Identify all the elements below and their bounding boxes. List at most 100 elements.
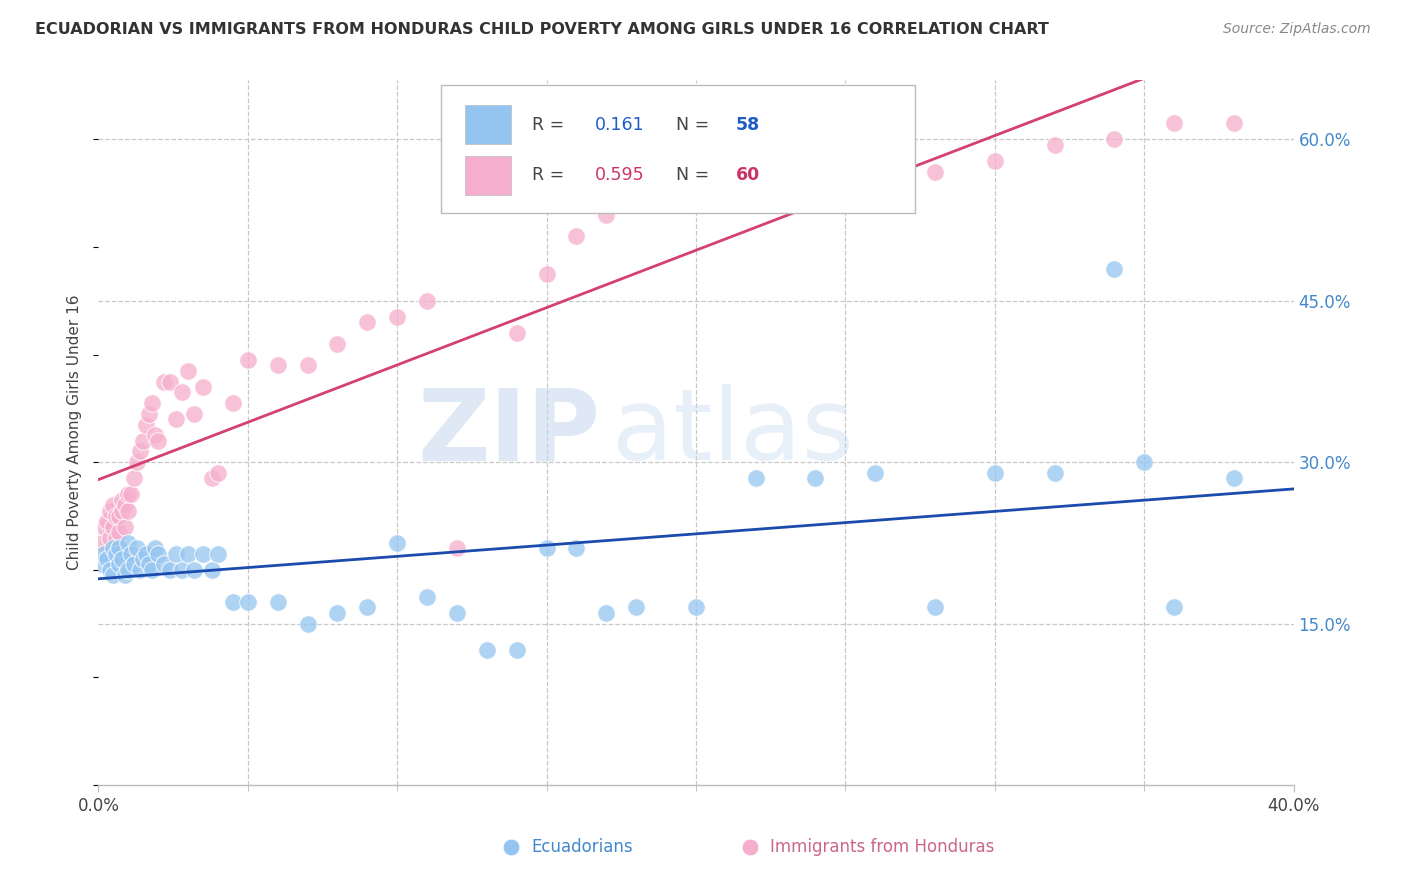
Point bbox=[536, 267, 558, 281]
Point bbox=[96, 552, 118, 566]
Point bbox=[536, 541, 558, 556]
Point bbox=[129, 563, 152, 577]
Point bbox=[297, 616, 319, 631]
Point bbox=[105, 547, 128, 561]
Text: Immigrants from Honduras: Immigrants from Honduras bbox=[770, 838, 994, 856]
Point bbox=[138, 407, 160, 421]
Point bbox=[165, 412, 187, 426]
Point bbox=[103, 498, 125, 512]
Point bbox=[111, 492, 134, 507]
Point bbox=[236, 595, 259, 609]
Point bbox=[103, 520, 125, 534]
Point bbox=[114, 520, 136, 534]
Point bbox=[356, 315, 378, 329]
Text: 58: 58 bbox=[735, 116, 759, 134]
Point bbox=[98, 531, 122, 545]
Point bbox=[595, 208, 617, 222]
Point bbox=[159, 563, 181, 577]
Point bbox=[148, 434, 170, 448]
Point bbox=[984, 466, 1007, 480]
Point bbox=[153, 558, 176, 572]
Point bbox=[207, 547, 229, 561]
Point bbox=[984, 153, 1007, 168]
Point bbox=[117, 536, 139, 550]
Point bbox=[446, 541, 468, 556]
Point bbox=[96, 515, 118, 529]
Text: 0.595: 0.595 bbox=[595, 167, 644, 185]
Point bbox=[565, 541, 588, 556]
Point bbox=[506, 643, 529, 657]
Point bbox=[745, 181, 768, 195]
Point bbox=[745, 471, 768, 485]
Point bbox=[114, 568, 136, 582]
Text: R =: R = bbox=[533, 167, 564, 185]
Text: N =: N = bbox=[676, 167, 709, 185]
Point bbox=[141, 563, 163, 577]
Point bbox=[138, 558, 160, 572]
Point bbox=[201, 563, 224, 577]
Point bbox=[1104, 261, 1126, 276]
Point bbox=[108, 558, 131, 572]
Point bbox=[90, 558, 112, 572]
Point bbox=[222, 396, 245, 410]
Text: ZIP: ZIP bbox=[418, 384, 600, 481]
Point bbox=[1133, 455, 1156, 469]
Point bbox=[1043, 466, 1066, 480]
Point bbox=[111, 552, 134, 566]
Point bbox=[153, 375, 176, 389]
Point bbox=[117, 563, 139, 577]
Point bbox=[120, 487, 142, 501]
Point bbox=[148, 547, 170, 561]
Point bbox=[172, 385, 194, 400]
Point bbox=[172, 563, 194, 577]
Point bbox=[236, 353, 259, 368]
Point bbox=[127, 455, 149, 469]
Point bbox=[124, 471, 146, 485]
Point bbox=[165, 547, 187, 561]
Point bbox=[111, 503, 134, 517]
Point bbox=[135, 417, 157, 432]
Point bbox=[222, 595, 245, 609]
Point bbox=[141, 396, 163, 410]
Text: R =: R = bbox=[533, 116, 564, 134]
Point bbox=[177, 364, 200, 378]
Point bbox=[207, 466, 229, 480]
Point bbox=[135, 547, 157, 561]
Point bbox=[1223, 471, 1246, 485]
Point bbox=[103, 568, 125, 582]
FancyBboxPatch shape bbox=[441, 86, 915, 213]
Point bbox=[90, 536, 112, 550]
Point bbox=[132, 552, 155, 566]
Point bbox=[105, 508, 128, 523]
Point bbox=[159, 375, 181, 389]
Point bbox=[103, 541, 125, 556]
Point bbox=[98, 503, 122, 517]
Point bbox=[105, 531, 128, 545]
Point bbox=[595, 606, 617, 620]
Point bbox=[865, 127, 887, 141]
Text: 0.161: 0.161 bbox=[595, 116, 644, 134]
Point bbox=[356, 600, 378, 615]
Point bbox=[1043, 137, 1066, 152]
Point bbox=[506, 326, 529, 340]
Point bbox=[93, 547, 115, 561]
FancyBboxPatch shape bbox=[465, 156, 510, 195]
Point bbox=[416, 590, 439, 604]
Point bbox=[924, 600, 946, 615]
Point bbox=[1163, 116, 1185, 130]
Point bbox=[385, 310, 409, 324]
Point bbox=[685, 600, 707, 615]
Point bbox=[124, 558, 146, 572]
Point bbox=[117, 487, 139, 501]
Point bbox=[416, 293, 439, 308]
Point bbox=[177, 547, 200, 561]
Point bbox=[201, 471, 224, 485]
Text: Ecuadorians: Ecuadorians bbox=[531, 838, 633, 856]
Point bbox=[1104, 132, 1126, 146]
Text: atlas: atlas bbox=[613, 384, 853, 481]
Point bbox=[183, 563, 205, 577]
Point bbox=[326, 606, 349, 620]
Point bbox=[685, 197, 707, 211]
Point bbox=[1163, 600, 1185, 615]
Point bbox=[117, 503, 139, 517]
